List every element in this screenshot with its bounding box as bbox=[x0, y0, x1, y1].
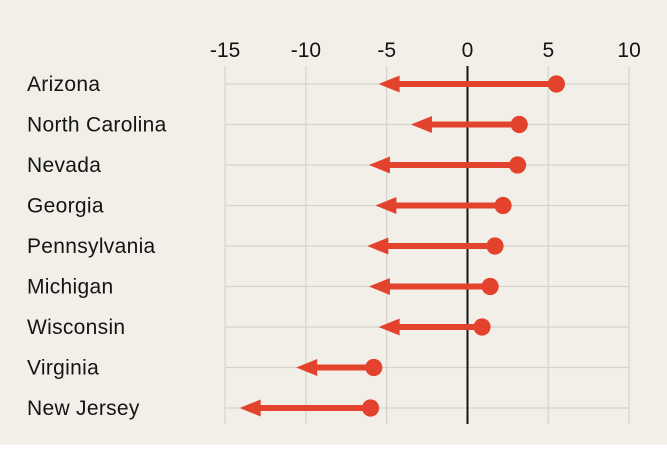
start-dot bbox=[547, 75, 565, 93]
x-tick-label: -15 bbox=[210, 39, 240, 62]
start-dot bbox=[365, 358, 383, 377]
state-label: Pennsylvania bbox=[27, 235, 156, 258]
arrow-head bbox=[367, 237, 389, 255]
arrow-head bbox=[410, 116, 432, 133]
arrow-head bbox=[378, 318, 400, 336]
x-tick-label: 5 bbox=[542, 39, 554, 62]
start-dot bbox=[494, 196, 512, 215]
start-dot bbox=[510, 115, 528, 134]
state-label: Georgia bbox=[27, 195, 104, 218]
x-tick-label: 0 bbox=[462, 39, 474, 62]
state-label: Wisconsin bbox=[27, 316, 125, 339]
state-label: Michigan bbox=[27, 276, 113, 299]
arrow-head bbox=[378, 75, 400, 93]
arrow-head bbox=[296, 359, 318, 376]
state-label: New Jersey bbox=[27, 397, 140, 420]
state-label: North Carolina bbox=[27, 114, 167, 137]
start-dot bbox=[473, 318, 491, 336]
x-tick-label: -5 bbox=[377, 39, 396, 62]
x-tick-label: 10 bbox=[617, 39, 640, 62]
start-dot bbox=[481, 277, 499, 296]
arrow-head bbox=[368, 156, 390, 174]
x-tick-label: -10 bbox=[291, 39, 321, 62]
arrow-head bbox=[375, 197, 397, 214]
arrow-head bbox=[239, 399, 261, 417]
state-label: Virginia bbox=[27, 357, 99, 380]
start-dot bbox=[508, 156, 527, 174]
state-label: Arizona bbox=[27, 73, 100, 96]
start-dot bbox=[486, 237, 504, 255]
start-dot bbox=[361, 399, 380, 417]
arrow-head bbox=[368, 278, 390, 295]
state-label: Nevada bbox=[27, 154, 101, 177]
